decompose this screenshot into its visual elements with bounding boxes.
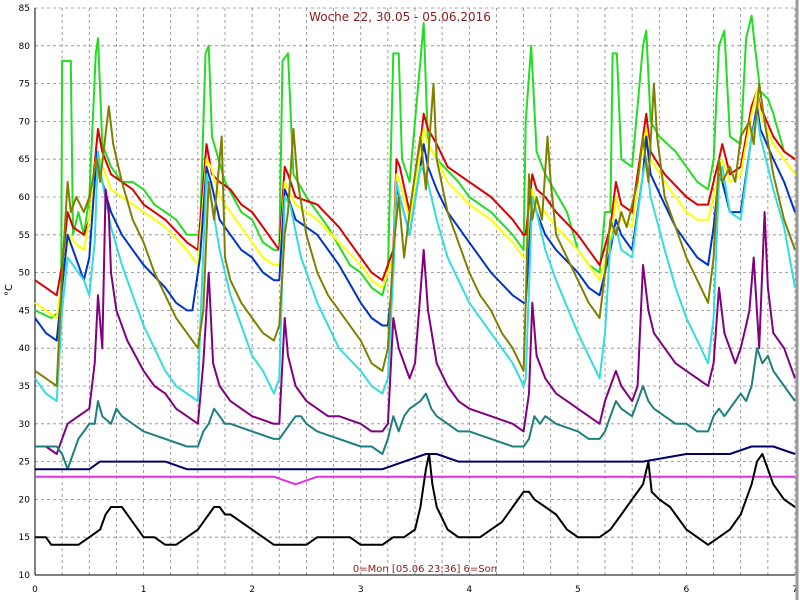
series-line-9 [35, 445, 796, 471]
x-tick-label: 0 [32, 585, 38, 595]
x-tick-label: 6 [684, 585, 690, 595]
series-line-11 [35, 453, 796, 546]
y-tick-label: 40 [19, 344, 31, 354]
y-tick-label: 45 [19, 306, 30, 316]
y-tick-label: 85 [19, 4, 30, 14]
series-group [34, 14, 796, 546]
series-line-7 [35, 188, 796, 455]
y-axis-label: °C [4, 284, 15, 296]
y-tick-label: 10 [19, 571, 31, 581]
y-tick-label: 80 [19, 42, 31, 52]
series-line-10 [35, 475, 795, 486]
y-tick-label: 25 [19, 458, 30, 468]
y-tick-label: 20 [19, 495, 31, 505]
x-axis-label: 0=Mon [05.06 23:36] 6=Son [353, 564, 497, 575]
chart-title: Woche 22, 30.05 - 05.06.2016 [309, 10, 491, 24]
y-tick-label: 30 [19, 420, 31, 430]
x-tick-label: 7 [792, 585, 798, 595]
y-tick-label: 70 [19, 117, 31, 127]
x-tick-label: 3 [358, 585, 364, 595]
x-tick-label: 4 [466, 585, 472, 595]
x-tick-label: 1 [141, 585, 147, 595]
series-line-1 [34, 14, 796, 319]
series-line-3 [34, 90, 796, 319]
y-tick-label: 60 [19, 193, 31, 203]
series-line-5 [34, 112, 796, 403]
y-tick-label: 50 [19, 269, 31, 279]
x-tick-label: 2 [249, 585, 255, 595]
series-line-8 [35, 347, 796, 471]
y-tick-label: 75 [19, 80, 30, 90]
x-tick-label: 5 [575, 585, 581, 595]
y-tick-label: 35 [19, 382, 30, 392]
y-tick-label: 65 [19, 155, 30, 165]
y-tick-label: 15 [19, 533, 30, 543]
series-line-6 [34, 82, 796, 387]
y-tick-label: 55 [19, 231, 30, 241]
